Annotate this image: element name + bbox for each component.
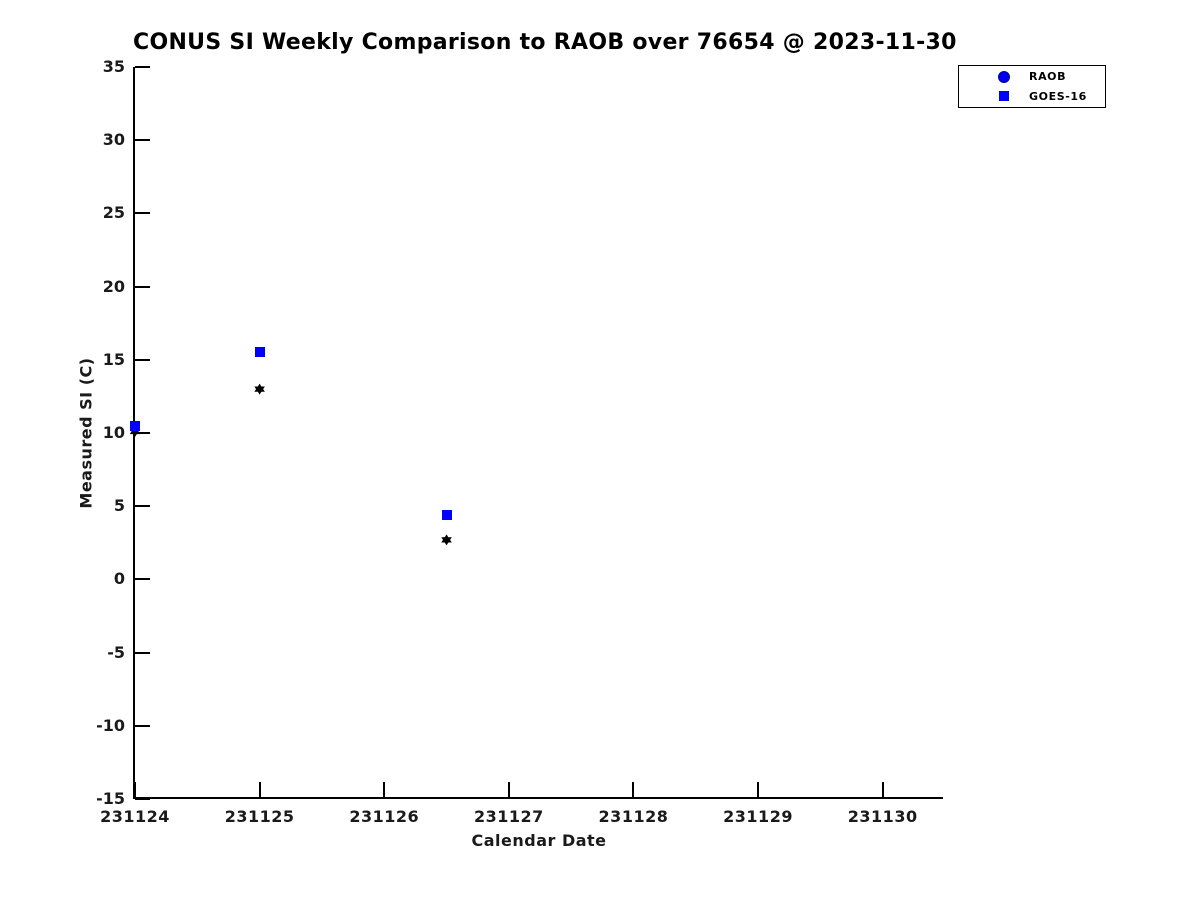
y-tick bbox=[135, 505, 150, 508]
x-tick bbox=[632, 782, 635, 797]
data-point-raob bbox=[441, 534, 452, 546]
legend-item-raob: RAOB bbox=[959, 68, 1105, 86]
x-tick bbox=[881, 782, 884, 797]
goes-16-square-marker-icon bbox=[999, 91, 1009, 102]
y-tick-label: 30 bbox=[102, 130, 125, 150]
y-tick-label: 0 bbox=[113, 569, 125, 589]
chart-title: CONUS SI Weekly Comparison to RAOB over … bbox=[133, 30, 957, 55]
y-tick-label: -5 bbox=[107, 642, 125, 662]
x-axis-label: Calendar Date bbox=[471, 831, 607, 850]
x-tick bbox=[507, 782, 510, 797]
x-tick-label: 231130 bbox=[847, 807, 918, 826]
y-tick bbox=[135, 139, 150, 142]
raob-circle-marker-icon bbox=[998, 70, 1010, 83]
y-tick bbox=[135, 212, 150, 215]
y-tick bbox=[135, 798, 150, 800]
x-tick bbox=[258, 782, 261, 797]
y-tick-label: 5 bbox=[113, 496, 125, 516]
x-tick bbox=[383, 782, 386, 797]
y-tick-label: -10 bbox=[96, 715, 125, 735]
y-tick-label: 10 bbox=[102, 423, 125, 442]
legend-item-goes-16: GOES-16 bbox=[959, 87, 1105, 105]
x-tick bbox=[757, 782, 760, 797]
legend-label-raob: RAOB bbox=[1029, 70, 1067, 84]
x-tick-label: 231127 bbox=[473, 807, 544, 826]
data-point-goes-16 bbox=[441, 509, 452, 520]
y-tick bbox=[135, 651, 150, 654]
legend: RAOB GOES-16 bbox=[958, 65, 1106, 108]
legend-label-goes-16: GOES-16 bbox=[1029, 89, 1087, 103]
y-tick bbox=[135, 578, 150, 581]
y-tick-label: 20 bbox=[102, 276, 125, 296]
y-tick-label: -15 bbox=[96, 789, 125, 808]
y-tick bbox=[135, 285, 150, 288]
x-tick-label: 231126 bbox=[349, 807, 420, 826]
y-tick-label: 15 bbox=[102, 349, 125, 369]
x-tick-label: 231124 bbox=[100, 807, 170, 826]
y-tick bbox=[135, 66, 150, 68]
x-tick bbox=[134, 782, 136, 797]
x-tick-label: 231129 bbox=[723, 807, 793, 826]
data-point-raob bbox=[129, 426, 141, 438]
y-tick-label: 35 bbox=[102, 57, 125, 76]
x-tick-label: 231125 bbox=[224, 807, 295, 826]
y-tick bbox=[135, 724, 150, 727]
y-tick-label: 25 bbox=[102, 203, 125, 223]
x-tick-label: 231128 bbox=[598, 807, 669, 826]
data-point-goes-16 bbox=[254, 347, 265, 358]
plot-area: 35 30 25 20 15 10 5 0 -5 -10 -15 231124 231125 231126… bbox=[96, 57, 943, 826]
y-tick bbox=[135, 432, 150, 434]
data-point-goes-16 bbox=[130, 420, 140, 431]
data-point-raob bbox=[254, 383, 265, 395]
y-axis-label: Measured SI (C) bbox=[76, 357, 96, 509]
y-tick bbox=[135, 358, 150, 361]
